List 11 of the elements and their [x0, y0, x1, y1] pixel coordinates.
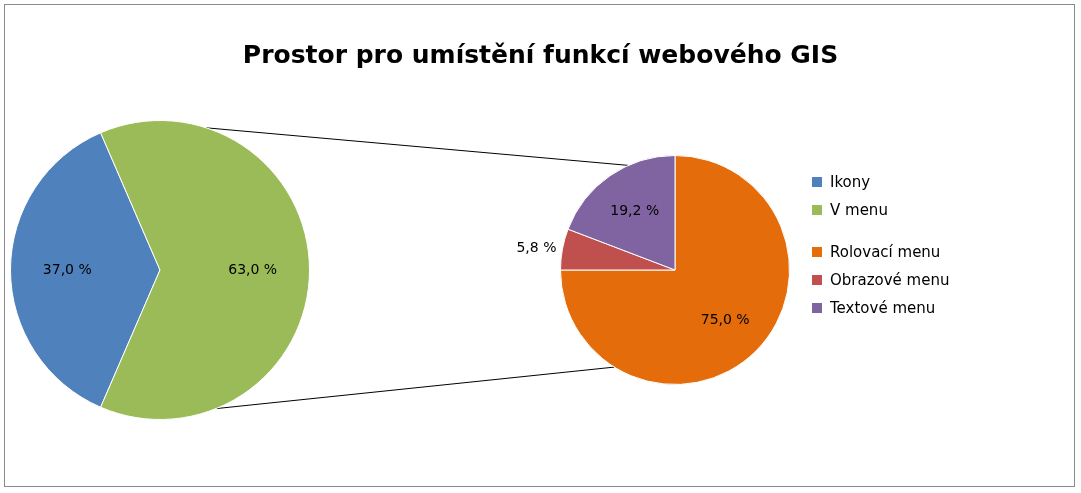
chart-title: Prostor pro umístění funkcí webového GIS [241, 40, 840, 69]
legend-label: Obrazové menu [830, 271, 950, 289]
legend-label: Rolovací menu [830, 243, 941, 261]
legend-label: Textové menu [830, 299, 936, 317]
data-label: 75,0 % [700, 310, 750, 327]
data-label: 19,2 % [610, 202, 660, 219]
data-label: 63,0 % [228, 260, 278, 277]
data-label: 5,8 % [516, 238, 557, 255]
legend-label: V menu [830, 201, 888, 219]
data-label: 37,0 % [42, 260, 92, 277]
legend-label: Ikony [830, 173, 871, 191]
